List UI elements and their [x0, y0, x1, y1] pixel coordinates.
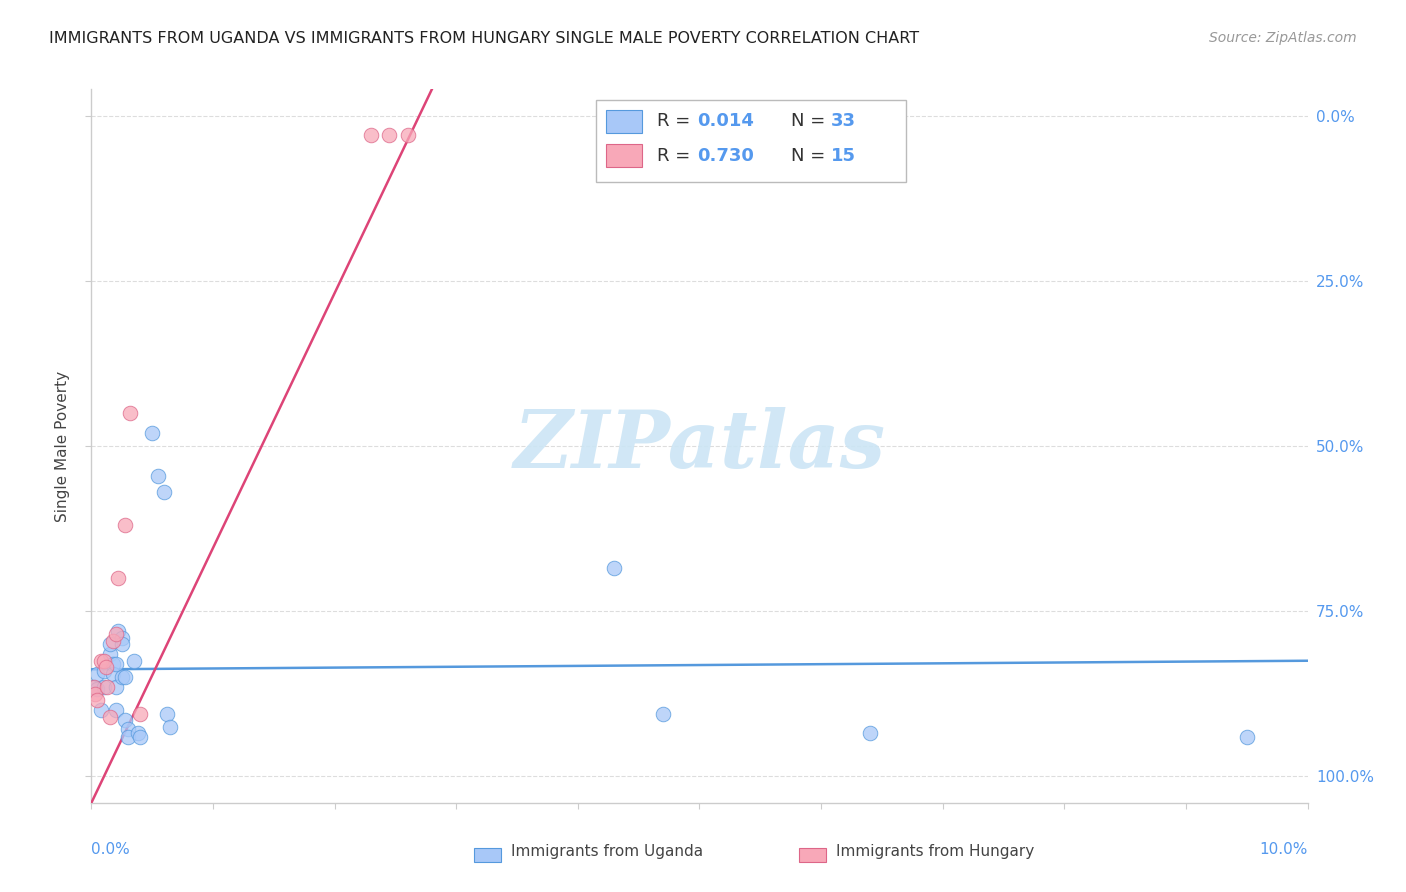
Point [104, 703, 127, 717]
Text: 10.0%: 10.0% [1260, 842, 1308, 856]
Text: N =: N = [790, 112, 831, 130]
Point [859, 726, 882, 740]
Point [1236, 730, 1258, 744]
Y-axis label: Single Male Poverty: Single Male Poverty [55, 370, 70, 522]
Point [93, 654, 115, 668]
FancyBboxPatch shape [596, 100, 907, 182]
FancyBboxPatch shape [474, 847, 502, 862]
Point [603, 561, 626, 575]
Point [378, 128, 401, 143]
Point [107, 624, 129, 638]
Text: R =: R = [657, 112, 696, 130]
Point [129, 730, 152, 744]
Point [104, 680, 127, 694]
Point [111, 637, 134, 651]
Point [86, 693, 108, 707]
Point [114, 713, 136, 727]
Point [159, 720, 181, 734]
Text: R =: R = [657, 146, 696, 164]
Text: Immigrants from Uganda: Immigrants from Uganda [510, 844, 703, 859]
Point [103, 634, 125, 648]
Text: N =: N = [790, 146, 831, 164]
Point [98, 710, 121, 724]
Point [114, 518, 136, 533]
Text: ZIPatlas: ZIPatlas [513, 408, 886, 484]
FancyBboxPatch shape [606, 110, 643, 133]
Text: 0.014: 0.014 [697, 112, 754, 130]
Point [103, 667, 125, 681]
Point [90, 703, 112, 717]
Point [120, 406, 142, 420]
Text: Immigrants from Hungary: Immigrants from Hungary [835, 844, 1033, 859]
Point [98, 637, 121, 651]
Point [129, 706, 152, 721]
Text: Source: ZipAtlas.com: Source: ZipAtlas.com [1209, 31, 1357, 45]
Point [652, 706, 675, 721]
FancyBboxPatch shape [606, 145, 643, 167]
Point [360, 128, 382, 143]
Point [111, 670, 134, 684]
Point [83, 680, 105, 694]
Point [104, 627, 127, 641]
Point [127, 726, 149, 740]
Point [117, 730, 139, 744]
Point [396, 128, 419, 143]
Point [90, 654, 112, 668]
Text: 0.0%: 0.0% [91, 842, 131, 856]
Point [84, 687, 107, 701]
Text: 15: 15 [831, 146, 856, 164]
FancyBboxPatch shape [799, 847, 825, 862]
Point [148, 468, 170, 483]
Text: 0.730: 0.730 [697, 146, 754, 164]
Point [156, 706, 179, 721]
Point [96, 680, 118, 694]
Text: 33: 33 [831, 112, 856, 130]
Point [104, 657, 127, 671]
Point [153, 485, 176, 500]
Point [93, 664, 115, 678]
Point [117, 722, 139, 736]
Point [111, 631, 134, 645]
Point [93, 680, 115, 694]
Point [86, 667, 108, 681]
Point [103, 657, 125, 671]
Point [98, 647, 121, 661]
Point [122, 654, 145, 668]
Point [94, 660, 117, 674]
Point [114, 670, 136, 684]
Point [83, 680, 105, 694]
Point [107, 571, 129, 585]
Point [141, 425, 163, 440]
Point [86, 682, 108, 697]
Text: IMMIGRANTS FROM UGANDA VS IMMIGRANTS FROM HUNGARY SINGLE MALE POVERTY CORRELATIO: IMMIGRANTS FROM UGANDA VS IMMIGRANTS FRO… [49, 31, 920, 46]
